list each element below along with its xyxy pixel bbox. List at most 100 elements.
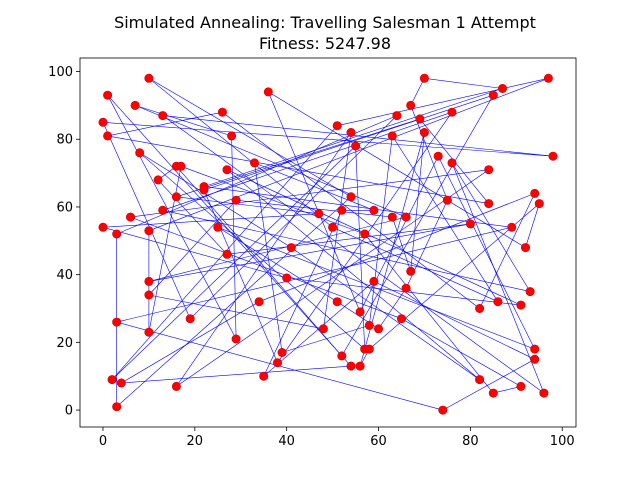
city-point bbox=[373, 324, 383, 334]
route-segment bbox=[148, 199, 237, 296]
route-segment bbox=[130, 216, 402, 319]
city-point bbox=[548, 151, 558, 161]
route-segment bbox=[148, 294, 324, 330]
city-point bbox=[103, 131, 113, 141]
route-segment bbox=[268, 91, 361, 313]
city-point bbox=[360, 229, 370, 239]
route-segment bbox=[401, 318, 522, 387]
route-segment bbox=[254, 162, 283, 353]
city-point bbox=[543, 73, 553, 83]
city-point bbox=[520, 243, 530, 253]
city-point bbox=[107, 375, 117, 385]
city-point bbox=[406, 100, 416, 110]
city-point bbox=[387, 212, 397, 222]
city-point bbox=[488, 388, 498, 398]
city-point bbox=[419, 128, 429, 138]
city-point bbox=[263, 87, 273, 97]
route-segment bbox=[162, 111, 453, 211]
city-point bbox=[144, 327, 154, 337]
route-segment bbox=[203, 186, 512, 228]
city-point bbox=[176, 161, 186, 171]
route-segment bbox=[493, 386, 521, 394]
y-tick-label: 0 bbox=[65, 404, 73, 419]
route-segment bbox=[176, 118, 420, 198]
city-point bbox=[98, 117, 108, 127]
city-point bbox=[364, 344, 374, 354]
city-point bbox=[484, 199, 494, 209]
city-point bbox=[484, 165, 494, 175]
city-point bbox=[355, 361, 365, 371]
route-segment bbox=[157, 179, 228, 255]
route-segment bbox=[226, 223, 471, 255]
route-segment bbox=[258, 193, 535, 302]
city-point bbox=[277, 347, 287, 357]
route-segment bbox=[410, 78, 425, 106]
city-point bbox=[465, 219, 475, 229]
chart-subtitle: Fitness: 5247.98 bbox=[259, 34, 391, 53]
city-point bbox=[337, 205, 347, 215]
city-point bbox=[259, 371, 269, 381]
city-point bbox=[534, 199, 544, 209]
city-point bbox=[112, 402, 122, 412]
route-layer bbox=[102, 78, 554, 411]
city-point bbox=[539, 388, 549, 398]
route-segment bbox=[291, 247, 480, 380]
route-segment bbox=[268, 91, 526, 248]
route-segment bbox=[442, 359, 535, 411]
route-segment bbox=[162, 210, 531, 292]
route-segment bbox=[102, 122, 191, 319]
city-point bbox=[525, 287, 535, 297]
city-layer bbox=[98, 73, 558, 415]
route-segment bbox=[369, 135, 393, 326]
y-tick-label: 100 bbox=[48, 65, 73, 80]
city-point bbox=[442, 195, 452, 205]
city-point bbox=[438, 405, 448, 415]
route-segment bbox=[176, 132, 352, 387]
route-segment bbox=[254, 162, 375, 211]
city-point bbox=[346, 361, 356, 371]
city-point bbox=[222, 249, 232, 259]
route-segment bbox=[107, 111, 223, 137]
city-point bbox=[369, 276, 379, 286]
route-segment bbox=[437, 156, 535, 350]
city-point bbox=[364, 320, 374, 330]
route-segment bbox=[355, 145, 365, 350]
city-point bbox=[158, 205, 168, 215]
route-segment bbox=[226, 169, 480, 380]
city-point bbox=[130, 100, 140, 110]
route-segment bbox=[451, 162, 545, 394]
y-tick-label: 60 bbox=[56, 200, 73, 215]
city-point bbox=[475, 303, 485, 313]
route-segment bbox=[116, 227, 512, 323]
city-point bbox=[112, 317, 122, 327]
route-segment bbox=[359, 156, 439, 313]
axes-frame bbox=[79, 57, 577, 428]
city-point bbox=[318, 324, 328, 334]
city-point bbox=[332, 297, 342, 307]
city-point bbox=[355, 307, 365, 317]
city-point bbox=[516, 381, 526, 391]
route-segment bbox=[180, 166, 365, 235]
city-point bbox=[516, 300, 526, 310]
x-tick-label: 80 bbox=[462, 434, 479, 449]
route-segment bbox=[217, 227, 338, 302]
city-point bbox=[144, 73, 154, 83]
city-point bbox=[337, 351, 347, 361]
city-point bbox=[135, 148, 145, 158]
city-point bbox=[153, 175, 163, 185]
city-point bbox=[346, 192, 356, 202]
city-point bbox=[369, 205, 379, 215]
city-point bbox=[530, 188, 540, 198]
city-point bbox=[530, 354, 540, 364]
x-tick-label: 0 bbox=[99, 434, 107, 449]
city-point bbox=[415, 114, 425, 124]
city-point bbox=[227, 131, 237, 141]
chart-title: Simulated Annealing: Travelling Salesman… bbox=[114, 13, 536, 32]
city-point bbox=[396, 314, 406, 324]
city-point bbox=[116, 378, 126, 388]
city-point bbox=[286, 243, 296, 253]
city-point bbox=[314, 209, 324, 219]
city-point bbox=[401, 212, 411, 222]
route-segment bbox=[263, 281, 375, 377]
city-point bbox=[332, 121, 342, 131]
